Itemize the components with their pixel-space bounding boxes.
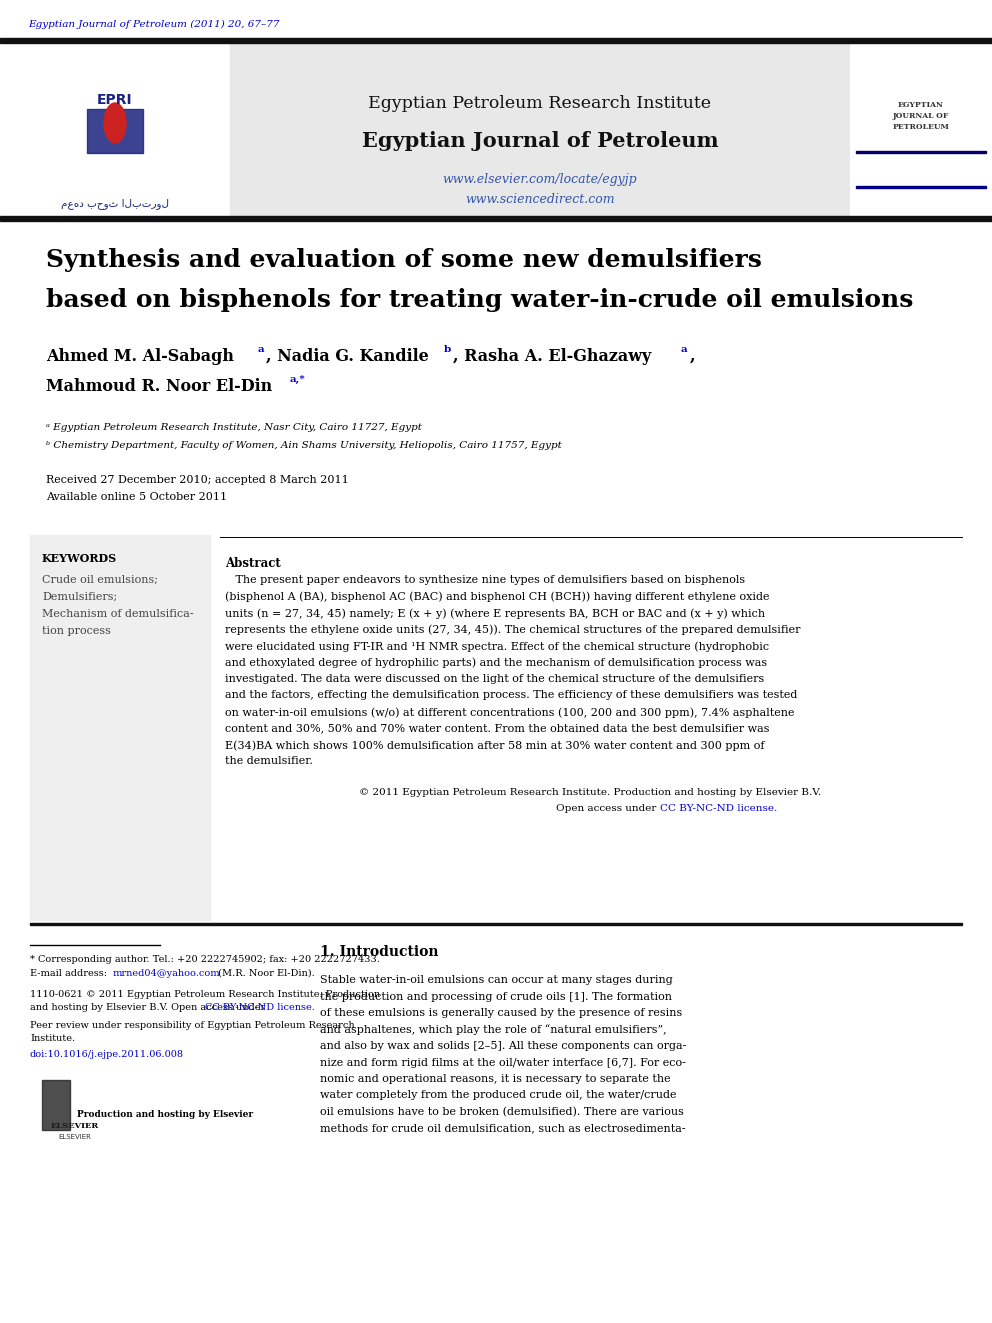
Text: Institute.: Institute. [30,1035,75,1043]
Text: www.sciencedirect.com: www.sciencedirect.com [465,193,615,206]
Text: (M.R. Noor El-Din).: (M.R. Noor El-Din). [215,968,314,978]
Text: Crude oil emulsions;: Crude oil emulsions; [42,576,158,585]
Text: and hosting by Elsevier B.V. Open access under: and hosting by Elsevier B.V. Open access… [30,1003,269,1012]
Text: CC BY-NC-ND license.: CC BY-NC-ND license. [660,804,778,814]
Text: and asphaltenes, which play the role of “natural emulsifiers”,: and asphaltenes, which play the role of … [320,1024,667,1036]
Text: content and 30%, 50% and 70% water content. From the obtained data the best demu: content and 30%, 50% and 70% water conte… [225,724,770,733]
Bar [0,38,992,44]
Text: Egyptian Petroleum Research Institute: Egyptian Petroleum Research Institute [368,95,711,112]
Text: oil emulsions have to be broken (demulsified). There are various: oil emulsions have to be broken (demulsi… [320,1107,683,1118]
Bar [30,534,210,919]
Text: CC BY-NC-ND license.: CC BY-NC-ND license. [205,1003,314,1012]
Text: of these emulsions is generally caused by the presence of resins: of these emulsions is generally caused b… [320,1008,682,1017]
Text: معهد بحوث البترول: معهد بحوث البترول [61,198,169,209]
Text: EPRI: EPRI [97,93,133,107]
Text: ELSEVIER: ELSEVIER [59,1134,91,1140]
Text: E-mail address:: E-mail address: [30,968,110,978]
Text: Available online 5 October 2011: Available online 5 October 2011 [46,492,227,501]
Text: , Nadia G. Kandile: , Nadia G. Kandile [266,348,434,365]
Bar [0,44,230,218]
Text: water completely from the produced crude oil, the water/crude: water completely from the produced crude… [320,1090,677,1101]
Text: Stable water-in-oil emulsions can occur at many stages during: Stable water-in-oil emulsions can occur … [320,975,673,986]
Text: mrned04@yahoo.com: mrned04@yahoo.com [113,968,220,978]
FancyArrow shape [87,108,143,153]
Text: Abstract: Abstract [225,557,281,570]
Text: a: a [258,345,265,355]
Text: on water-in-oil emulsions (w/o) at different concentrations (100, 200 and 300 pp: on water-in-oil emulsions (w/o) at diffe… [225,706,795,717]
Text: ᵃ Egyptian Petroleum Research Institute, Nasr City, Cairo 11727, Egypt: ᵃ Egyptian Petroleum Research Institute,… [46,423,422,433]
Text: © 2011 Egyptian Petroleum Research Institute. Production and hosting by Elsevier: © 2011 Egyptian Petroleum Research Insti… [359,789,821,796]
Text: Production and hosting by Elsevier: Production and hosting by Elsevier [77,1110,253,1119]
Text: Ahmed M. Al-Sabagh: Ahmed M. Al-Sabagh [46,348,240,365]
Text: EGYPTIAN
JOURNAL OF
PETROLEUM: EGYPTIAN JOURNAL OF PETROLEUM [893,101,949,131]
Text: KEYWORDS: KEYWORDS [42,553,117,564]
Bar [230,44,850,218]
Text: and ethoxylated degree of hydrophilic parts) and the mechanism of demulsificatio: and ethoxylated degree of hydrophilic pa… [225,658,767,668]
Text: (bisphenol A (BA), bisphenol AC (BAC) and bisphenol CH (BCH)) having different e: (bisphenol A (BA), bisphenol AC (BAC) an… [225,591,770,602]
Text: ,: , [690,348,695,365]
Text: units (n = 27, 34, 45) namely; E (x + y) (where E represents BA, BCH or BAC and : units (n = 27, 34, 45) namely; E (x + y)… [225,609,765,619]
Text: and the factors, effecting the demulsification process. The efficiency of these : and the factors, effecting the demulsifi… [225,691,798,700]
Text: were elucidated using FT-IR and ¹H NMR spectra. Effect of the chemical structure: were elucidated using FT-IR and ¹H NMR s… [225,642,769,651]
Bar [0,216,992,221]
Text: , Rasha A. El-Ghazawy: , Rasha A. El-Ghazawy [453,348,657,365]
Text: nomic and operational reasons, it is necessary to separate the: nomic and operational reasons, it is nec… [320,1074,671,1084]
Bar [856,187,986,188]
Bar [850,44,992,218]
Text: b: b [444,345,451,355]
Text: the production and processing of crude oils [1]. The formation: the production and processing of crude o… [320,991,672,1002]
Text: ELSEVIER: ELSEVIER [51,1122,99,1130]
Text: ᵇ Chemistry Department, Faculty of Women, Ain Shams University, Heliopolis, Cair: ᵇ Chemistry Department, Faculty of Women… [46,441,561,450]
Text: investigated. The data were discussed on the light of the chemical structure of : investigated. The data were discussed on… [225,673,764,684]
Text: Received 27 December 2010; accepted 8 March 2011: Received 27 December 2010; accepted 8 Ma… [46,475,349,486]
Text: and also by wax and solids [2–5]. All these components can orga-: and also by wax and solids [2–5]. All th… [320,1041,686,1050]
Text: Mahmoud R. Noor El-Din: Mahmoud R. Noor El-Din [46,378,278,396]
Text: doi:10.1016/j.ejpe.2011.06.008: doi:10.1016/j.ejpe.2011.06.008 [30,1050,184,1058]
Bar [30,1070,270,1144]
Text: represents the ethylene oxide units (27, 34, 45)). The chemical structures of th: represents the ethylene oxide units (27,… [225,624,801,635]
Text: Peer review under responsibility of Egyptian Petroleum Research: Peer review under responsibility of Egyp… [30,1021,354,1031]
Text: 1110-0621 © 2011 Egyptian Petroleum Research Institute. Production: 1110-0621 © 2011 Egyptian Petroleum Rese… [30,990,380,999]
Text: nize and form rigid films at the oil/water interface [6,7]. For eco-: nize and form rigid films at the oil/wat… [320,1057,685,1068]
Text: * Corresponding author. Tel.: +20 2222745902; fax: +20 2222727433.: * Corresponding author. Tel.: +20 222274… [30,955,380,964]
Text: Demulsifiers;: Demulsifiers; [42,591,117,602]
Bar [856,151,986,153]
Text: Egyptian Journal of Petroleum (2011) 20, 67–77: Egyptian Journal of Petroleum (2011) 20,… [28,20,280,29]
Text: Mechanism of demulsifica-: Mechanism of demulsifica- [42,609,193,619]
Text: Synthesis and evaluation of some new demulsifiers: Synthesis and evaluation of some new dem… [46,247,762,273]
Bar [30,922,962,925]
Text: a: a [681,345,687,355]
Bar [42,1080,70,1130]
Text: a,*: a,* [290,374,306,384]
Text: 1. Introduction: 1. Introduction [320,945,438,959]
Ellipse shape [104,103,126,143]
Text: Open access under: Open access under [557,804,660,814]
Text: the demulsifier.: the demulsifier. [225,757,312,766]
Text: Egyptian Journal of Petroleum: Egyptian Journal of Petroleum [362,131,718,151]
Text: E(34)BA which shows 100% demulsification after 58 min at 30% water content and 3: E(34)BA which shows 100% demulsification… [225,740,765,750]
Text: methods for crude oil demulsification, such as electrosedimenta-: methods for crude oil demulsification, s… [320,1123,685,1134]
Text: based on bisphenols for treating water-in-crude oil emulsions: based on bisphenols for treating water-i… [46,288,914,312]
Text: www.elsevier.com/locate/egyjp: www.elsevier.com/locate/egyjp [442,173,637,187]
Text: The present paper endeavors to synthesize nine types of demulsifiers based on bi: The present paper endeavors to synthesiz… [225,576,745,585]
Text: tion process: tion process [42,626,111,636]
